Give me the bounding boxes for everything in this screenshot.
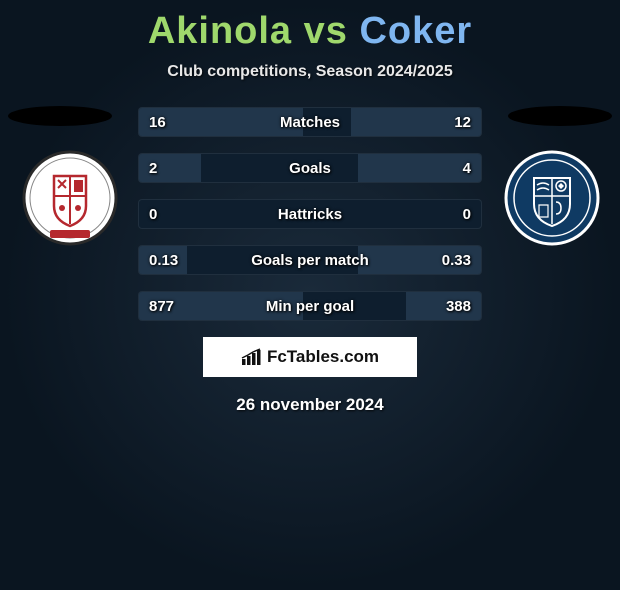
brand-badge: FcTables.com (203, 337, 417, 377)
stat-value-right: 0.33 (442, 252, 471, 269)
stat-value-left: 16 (149, 114, 166, 131)
crest-shadow-right (508, 106, 612, 126)
crest-right-icon (504, 150, 600, 246)
stat-value-right: 12 (454, 114, 471, 131)
subtitle: Club competitions, Season 2024/2025 (0, 63, 620, 81)
stat-label: Hattricks (278, 206, 342, 223)
stat-label: Goals per match (251, 252, 369, 269)
snapshot-date: 26 november 2024 (0, 395, 620, 415)
comparison-title: Akinola vs Coker (0, 10, 620, 53)
stat-value-right: 388 (446, 298, 471, 315)
stat-value-left: 877 (149, 298, 174, 315)
player-left-name: Akinola (148, 10, 292, 52)
stat-value-right: 0 (463, 206, 471, 223)
stat-list: 16 Matches 12 2 Goals 4 0 Hattricks 0 0.13 Goals p… (138, 106, 482, 321)
player-right-name: Coker (359, 10, 472, 52)
club-crest-right (504, 150, 600, 246)
brand-chart-icon (241, 348, 263, 366)
stat-label: Goals (289, 160, 331, 177)
comparison-panel: 16 Matches 12 2 Goals 4 0 Hattricks 0 0.13 Goals p… (0, 106, 620, 415)
stat-value-left: 0.13 (149, 252, 178, 269)
stat-row: 16 Matches 12 (138, 107, 482, 137)
crest-left-icon (22, 150, 118, 246)
stat-value-left: 0 (149, 206, 157, 223)
stat-row: 877 Min per goal 388 (138, 291, 482, 321)
stat-row: 0.13 Goals per match 0.33 (138, 245, 482, 275)
stat-row: 2 Goals 4 (138, 153, 482, 183)
stat-value-right: 4 (463, 160, 471, 177)
stat-label: Min per goal (266, 298, 354, 315)
stat-value-left: 2 (149, 160, 157, 177)
club-crest-left (22, 150, 118, 246)
vs-label: vs (304, 10, 348, 52)
brand-text: FcTables.com (267, 347, 379, 367)
stat-row: 0 Hattricks 0 (138, 199, 482, 229)
crest-shadow-left (8, 106, 112, 126)
stat-label: Matches (280, 114, 340, 131)
